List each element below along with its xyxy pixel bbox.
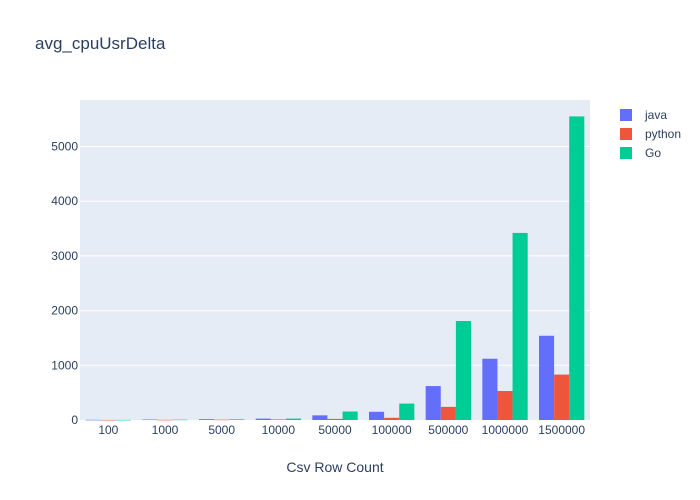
legend-swatch-java: [620, 109, 632, 121]
x-tick-label: 1000: [152, 423, 179, 437]
y-tick-label: 0: [71, 413, 78, 427]
y-tick-label: 4000: [51, 194, 78, 208]
bar-go-5000: [229, 419, 245, 420]
y-tick-label: 5000: [51, 139, 78, 153]
bar-go-1000000: [512, 232, 528, 420]
bar-python-5000: [214, 419, 230, 421]
bar-python-50000: [327, 418, 343, 420]
x-tick-label: 50000: [318, 423, 352, 437]
bar-go-100000: [399, 403, 415, 420]
bar-python-1000: [157, 419, 173, 421]
y-tick-label: 1000: [51, 358, 78, 372]
plot-area: [80, 100, 590, 420]
bar-go-100: [115, 419, 131, 421]
legend-swatch-python: [620, 128, 632, 140]
x-tick-label: 10000: [262, 423, 296, 437]
bar-go-50000: [342, 411, 358, 420]
bar-python-100: [100, 419, 116, 421]
bar-go-1000: [172, 419, 188, 421]
legend-label-python: python: [645, 127, 681, 141]
legend-label-go: Go: [645, 146, 661, 160]
bar-go-1500000: [569, 116, 585, 421]
y-tick-label: 3000: [51, 249, 78, 263]
x-tick-label: 1500000: [538, 423, 585, 437]
x-tick-label: 5000: [208, 423, 235, 437]
bar-python-1500000: [554, 374, 570, 420]
x-axis-ticks: 100 1000 5000 10000 50000 100000 500000 1000000…: [98, 423, 585, 437]
bar-java-1500000: [539, 335, 555, 420]
x-tick-label: 500000: [428, 423, 468, 437]
gridlines: [80, 145, 590, 366]
y-axis-ticks: 0 1000 2000 3000 4000 5000: [51, 139, 78, 427]
bar-java-500000: [425, 386, 441, 420]
bar-java-100: [85, 419, 101, 421]
bar-java-10000: [255, 418, 271, 420]
bar-go-500000: [455, 320, 471, 420]
x-axis-title: Csv Row Count: [286, 459, 383, 475]
y-tick-label: 2000: [51, 304, 78, 318]
bar-java-1000: [142, 419, 158, 421]
legend-label-java: java: [644, 108, 667, 122]
bar-java-100000: [369, 411, 385, 420]
legend: java python Go: [620, 108, 681, 160]
bar-go-10000: [285, 418, 301, 420]
x-tick-label: 100000: [372, 423, 412, 437]
bars-group: [85, 116, 585, 421]
bar-python-1000000: [497, 391, 513, 420]
bar-java-50000: [312, 415, 328, 420]
x-tick-label: 1000000: [482, 423, 529, 437]
bar-python-10000: [270, 419, 286, 420]
legend-swatch-go: [620, 147, 632, 159]
x-tick-label: 100: [98, 423, 118, 437]
bar-java-5000: [199, 419, 215, 420]
bar-python-100000: [384, 417, 400, 420]
bar-python-500000: [440, 406, 456, 420]
chart-title: avg_cpuUsrDelta: [35, 34, 166, 53]
bar-java-1000000: [482, 358, 498, 420]
